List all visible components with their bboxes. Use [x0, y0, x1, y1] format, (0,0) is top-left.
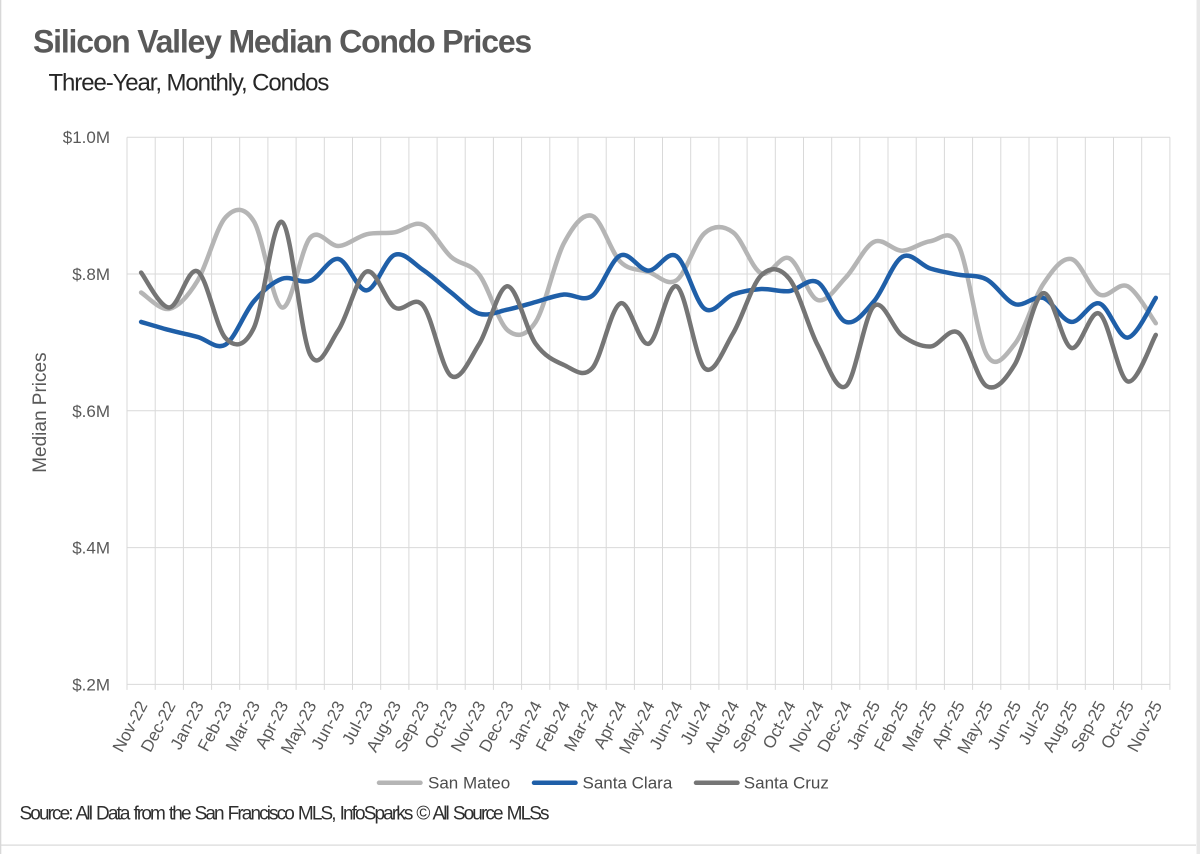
- svg-text:Santa Clara: Santa Clara: [583, 774, 673, 793]
- svg-text:$.8M: $.8M: [72, 265, 110, 284]
- svg-text:$.2M: $.2M: [72, 675, 110, 694]
- svg-text:$1.0M: $1.0M: [63, 128, 110, 147]
- svg-text:Median Prices: Median Prices: [30, 352, 51, 472]
- svg-text:$.4M: $.4M: [72, 539, 110, 558]
- svg-text:Silicon Valley Median Condo Pr: Silicon Valley Median Condo Prices: [33, 24, 531, 60]
- svg-text:Three-Year, Monthly, Condos: Three-Year, Monthly, Condos: [49, 69, 330, 96]
- svg-text:$.6M: $.6M: [72, 402, 110, 421]
- svg-text:San Mateo: San Mateo: [428, 774, 510, 793]
- svg-text:Santa Cruz: Santa Cruz: [744, 774, 829, 793]
- svg-text:Source: All Data from the San: Source: All Data from the San Francisco …: [20, 803, 550, 824]
